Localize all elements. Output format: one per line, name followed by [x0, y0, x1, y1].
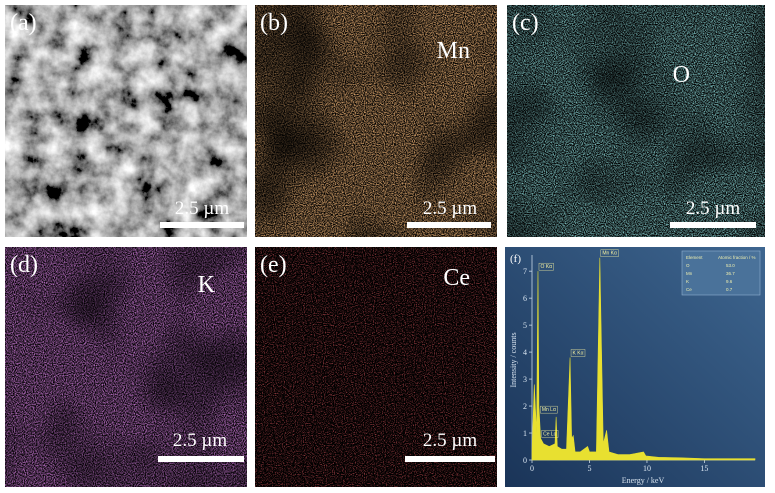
peak-label: O Kα — [540, 264, 552, 270]
scale-bar-label: 2.5 µm — [686, 198, 740, 219]
scale-bar-label: 2.5 µm — [423, 198, 477, 219]
element-label: O — [673, 62, 690, 88]
x-tick-label: 10 — [643, 464, 651, 473]
table-cell: O — [686, 263, 690, 268]
panel-f: (f) Energy / keV Intensity / counts 0 1 2 3… — [505, 247, 765, 487]
map-shade — [5, 247, 247, 487]
panel-label: (b) — [260, 10, 288, 36]
panel-label: (d) — [10, 252, 38, 278]
sem-image — [5, 5, 247, 237]
peak-label-box — [570, 349, 586, 357]
peak-label-box — [540, 405, 558, 414]
scale-bar — [160, 222, 244, 228]
table-cell: 53.0 — [726, 263, 735, 268]
table-header: Atomic fraction / % — [718, 255, 756, 260]
y-tick-label: 2 — [523, 402, 527, 411]
element-label: Ce — [443, 265, 470, 291]
peak-label-box — [538, 262, 554, 271]
scale-bar-label: 2.5 µm — [173, 430, 227, 451]
table-cell: 36.7 — [726, 271, 735, 276]
x-tick-label: 5 — [587, 464, 591, 473]
table-cell: K — [686, 279, 689, 284]
y-axis-label: Intensity / counts — [509, 332, 518, 387]
table-cell: Mn — [686, 271, 693, 276]
y-tick-label: 6 — [523, 294, 527, 303]
peak-label: Ce Lα — [543, 431, 557, 437]
scale-bar-label: 2.5 µm — [175, 198, 229, 219]
x-tick-label: 0 — [530, 464, 534, 473]
peak-label-box — [541, 430, 559, 438]
peak-label-box — [600, 249, 619, 257]
map-shade — [507, 5, 765, 237]
peak-label: K Kα — [573, 351, 584, 357]
element-label: K — [198, 272, 216, 298]
scale-bar — [158, 456, 244, 462]
panel-label: (e) — [260, 252, 287, 278]
peak-label: Mn Lα — [542, 407, 556, 413]
panel-b: (b) Mn 2.5 µm — [255, 5, 497, 237]
scale-bar — [407, 222, 491, 228]
map-shade — [255, 5, 497, 237]
panel-a: (a) 2.5 µm — [5, 5, 247, 237]
panel-d: (d) K 2.5 µm — [5, 247, 247, 487]
x-axis-label: Energy / keV — [622, 476, 665, 485]
element-label: Mn — [437, 38, 470, 64]
panel-label: (c) — [512, 10, 539, 36]
ce-map — [255, 247, 497, 487]
x-tick-label: 15 — [700, 464, 708, 473]
y-tick-label: 0 — [523, 456, 527, 465]
scale-bar-label: 2.5 µm — [423, 430, 477, 451]
y-tick-label: 1 — [523, 429, 527, 438]
scale-bar — [670, 222, 756, 228]
spectrum — [531, 257, 756, 461]
y-tick-label: 7 — [523, 267, 527, 276]
panel-c: (c) O 2.5 µm — [507, 5, 765, 237]
peak-label: Mn Kα — [602, 251, 617, 257]
panel-e: (e) Ce 2.5 µm — [255, 247, 497, 487]
table-cell: 9.6 — [726, 279, 733, 284]
y-tick-label: 3 — [523, 375, 527, 384]
table-box — [681, 250, 761, 296]
table-cell: 0.7 — [726, 287, 733, 292]
table-cell: Ce — [686, 287, 692, 292]
panel-label: (f) — [510, 253, 521, 265]
y-tick-label: 5 — [523, 321, 527, 330]
scale-bar — [405, 456, 495, 462]
panel-label: (a) — [10, 10, 37, 36]
table-header: Element — [686, 255, 703, 260]
y-tick-label: 4 — [523, 348, 527, 357]
